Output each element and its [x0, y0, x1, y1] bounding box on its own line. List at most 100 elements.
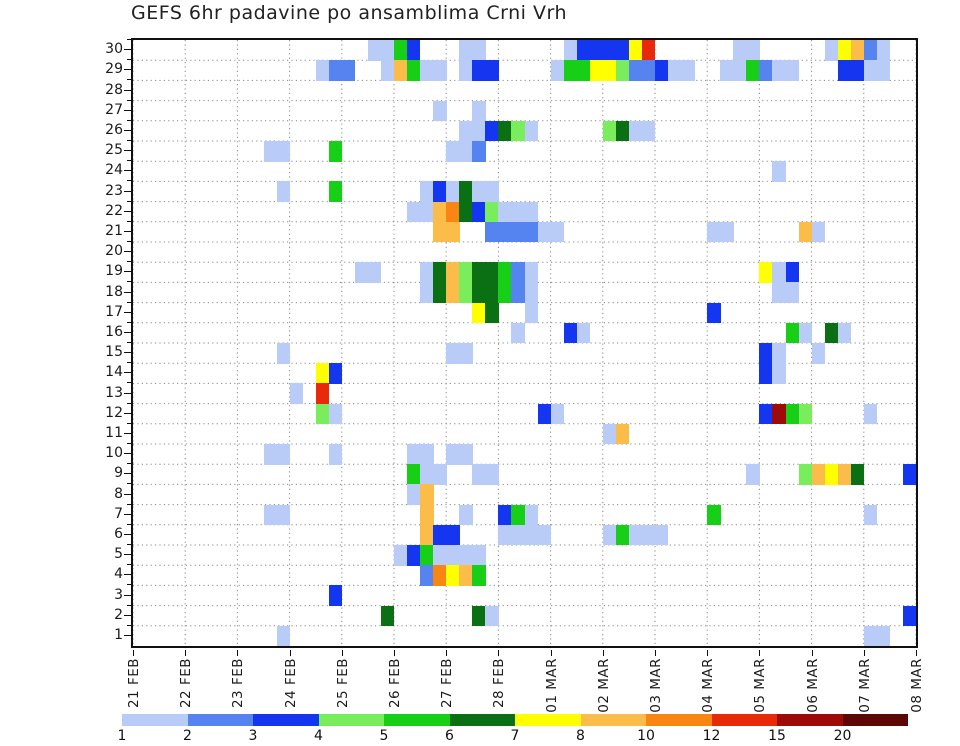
- heatmap-cell: [459, 181, 473, 202]
- heatmap-cell: [498, 524, 512, 546]
- heatmap-cell: [459, 40, 473, 61]
- heatmap-cell: [420, 524, 434, 546]
- colorbar-tick-label: 12: [702, 728, 721, 744]
- heatmap-cell: [472, 545, 486, 566]
- heatmap-cell: [772, 343, 786, 364]
- y-tick-mark: [124, 533, 131, 535]
- x-axis: 21 FEB 22 FEB 23 FEB 24 FEB 25 FEB 26 FEB 27 F…: [126, 650, 925, 713]
- y-tick-label: 29: [105, 61, 123, 78]
- heatmap-cell: [524, 282, 538, 303]
- colorbar-band: [384, 714, 450, 726]
- heatmap-cell: [472, 40, 486, 61]
- heatmap-cell: [263, 504, 277, 526]
- colorbar-band: [515, 714, 581, 726]
- y-tick-mark: [124, 614, 131, 616]
- colorbar-band: [842, 714, 908, 726]
- heatmap-cell: [863, 504, 878, 526]
- y-tick-minor: [127, 321, 131, 323]
- heatmap-cell: [433, 201, 447, 223]
- x-tick-mark: [133, 650, 134, 656]
- heatmap-cell: [589, 60, 604, 81]
- heatmap-cell: [472, 565, 486, 586]
- heatmap-cell: [537, 403, 551, 425]
- y-tick-minor: [127, 79, 131, 81]
- colorbar-labels: 1 2 3 4 5 6 7 8 10 12 15 20: [0, 728, 960, 746]
- heatmap-cell: [628, 60, 643, 81]
- y-tick-label: 2: [114, 606, 123, 623]
- x-tick-label: 05 MAR: [752, 658, 769, 713]
- heatmap-cell: [433, 464, 447, 485]
- heatmap-cell: [433, 181, 447, 202]
- y-tick-minor: [127, 483, 131, 485]
- y-tick-label: 21: [105, 222, 123, 239]
- colorbar-tick-label: 3: [248, 728, 258, 744]
- heatmap-cell: [824, 40, 839, 61]
- heatmap-cell: [746, 40, 760, 61]
- heatmap-cell: [641, 40, 656, 61]
- heatmap-cell: [589, 40, 604, 61]
- y-tick-mark: [124, 432, 131, 434]
- heatmap-cell: [394, 60, 408, 81]
- heatmap-cell: [785, 60, 799, 81]
- heatmap-cell: [707, 504, 721, 526]
- heatmap-cell: [668, 60, 682, 81]
- y-tick-label: 10: [105, 445, 123, 462]
- x-tick-mark: [185, 650, 187, 656]
- y-tick-minor: [127, 99, 131, 101]
- heatmap-cell: [563, 322, 578, 344]
- heatmap-cell: [420, 262, 434, 283]
- heatmap-cell: [837, 464, 852, 485]
- heatmap-cell: [746, 464, 760, 485]
- heatmap-cell: [420, 545, 434, 566]
- heatmap-cell: [433, 524, 447, 546]
- y-tick-label: 14: [105, 364, 123, 381]
- heatmap-cell: [498, 282, 512, 303]
- heatmap-cell: [472, 262, 486, 283]
- heatmap-cell: [511, 201, 525, 223]
- y-tick-label: 6: [114, 525, 123, 542]
- heatmap-cell: [354, 262, 369, 283]
- heatmap-cell: [759, 343, 773, 364]
- colorbar-tick-label: 2: [183, 728, 192, 744]
- heatmap-cell: [420, 201, 434, 223]
- heatmap-cell: [446, 343, 460, 364]
- heatmap-cell: [485, 60, 499, 81]
- heatmap-cell: [459, 120, 473, 142]
- heatmap-cell: [380, 60, 395, 81]
- heatmap-cell: [446, 201, 460, 223]
- heatmap-cell: [276, 444, 290, 465]
- y-tick-mark: [124, 150, 131, 152]
- heatmap-cell: [511, 282, 525, 303]
- y-tick-mark: [124, 271, 131, 273]
- x-tick-label: 01 MAR: [543, 658, 560, 713]
- colorbar-tick-label: 10: [637, 728, 655, 744]
- heatmap-cell: [628, 40, 643, 61]
- heatmap-cell: [485, 181, 499, 202]
- heatmap-cell: [602, 423, 617, 445]
- y-tick-mark: [124, 89, 131, 91]
- heatmap-cell: [785, 262, 799, 283]
- y-tick-mark: [124, 291, 131, 293]
- heatmap-cell: [681, 60, 695, 81]
- x-tick-label: 21 FEB: [126, 658, 142, 709]
- heatmap-cell: [341, 60, 356, 81]
- heatmap-cell: [276, 625, 290, 647]
- y-tick-label: 13: [105, 384, 123, 401]
- y-tick-minor: [127, 463, 131, 465]
- heatmap-cell: [498, 504, 512, 526]
- y-tick-label: 4: [114, 566, 123, 583]
- x-tick-mark: [446, 650, 448, 656]
- y-tick-mark: [124, 412, 131, 414]
- heatmap-cell: [485, 605, 499, 627]
- heatmap-cell: [446, 221, 460, 243]
- heatmap-cell: [433, 221, 447, 243]
- y-tick-label: 26: [105, 121, 123, 138]
- y-tick-label: 15: [105, 344, 123, 361]
- heatmap-cell: [602, 524, 617, 546]
- heatmap-cell: [772, 262, 786, 283]
- heatmap-cell: [876, 40, 891, 61]
- heatmap-cell: [824, 322, 839, 344]
- heatmap-cell: [433, 100, 447, 122]
- heatmap-cell: [433, 565, 447, 586]
- heatmap-cell: [811, 343, 826, 364]
